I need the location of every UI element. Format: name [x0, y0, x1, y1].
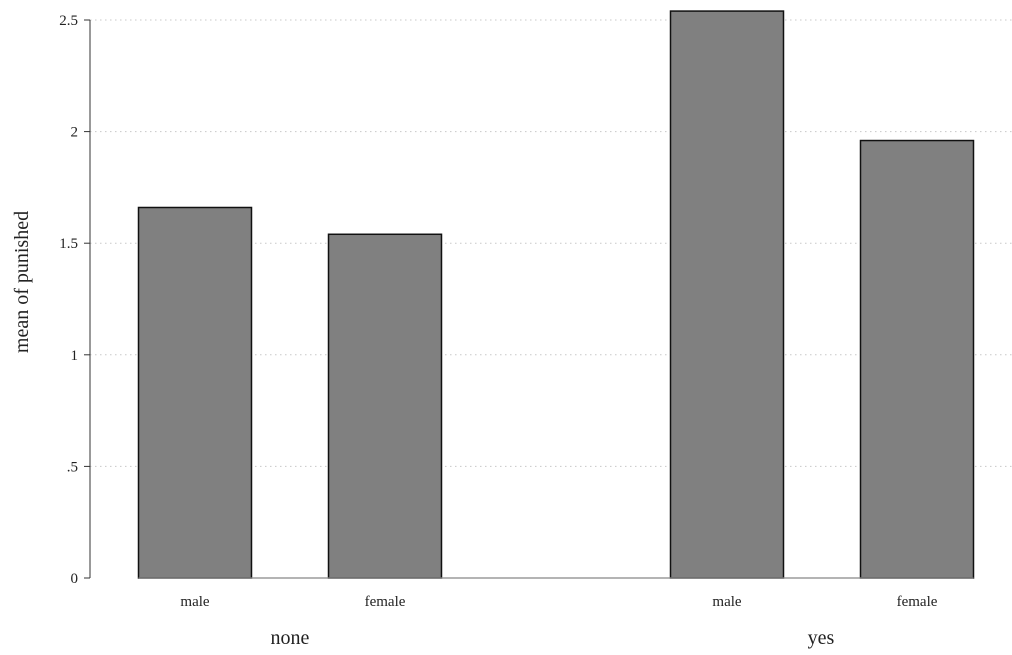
bar-none-male	[137, 206, 253, 579]
y-tick-label: 1	[71, 348, 79, 364]
bar-yes-male	[669, 10, 785, 579]
y-tick-label: 2	[71, 125, 79, 141]
category-label: male	[180, 594, 209, 610]
y-tick-label: 1.5	[59, 236, 78, 252]
group-label-yes: yes	[808, 627, 835, 649]
category-label: female	[365, 594, 406, 610]
y-axis-title: mean of punished	[11, 211, 33, 353]
y-tick-label: 2.5	[59, 13, 78, 29]
category-label: male	[712, 594, 741, 610]
bar-yes-female	[859, 139, 975, 579]
y-axis: 0 .5 1 1.5 2 2.5	[59, 13, 91, 587]
x-axis: male female none male female yes	[180, 594, 937, 649]
bar-none-female	[327, 233, 443, 579]
group-label-none: none	[271, 627, 310, 649]
category-label: female	[897, 594, 938, 610]
grid-lines	[90, 19, 1012, 467]
bars	[137, 10, 975, 579]
y-tick-label: .5	[67, 459, 78, 475]
y-tick-label: 0	[71, 571, 79, 587]
